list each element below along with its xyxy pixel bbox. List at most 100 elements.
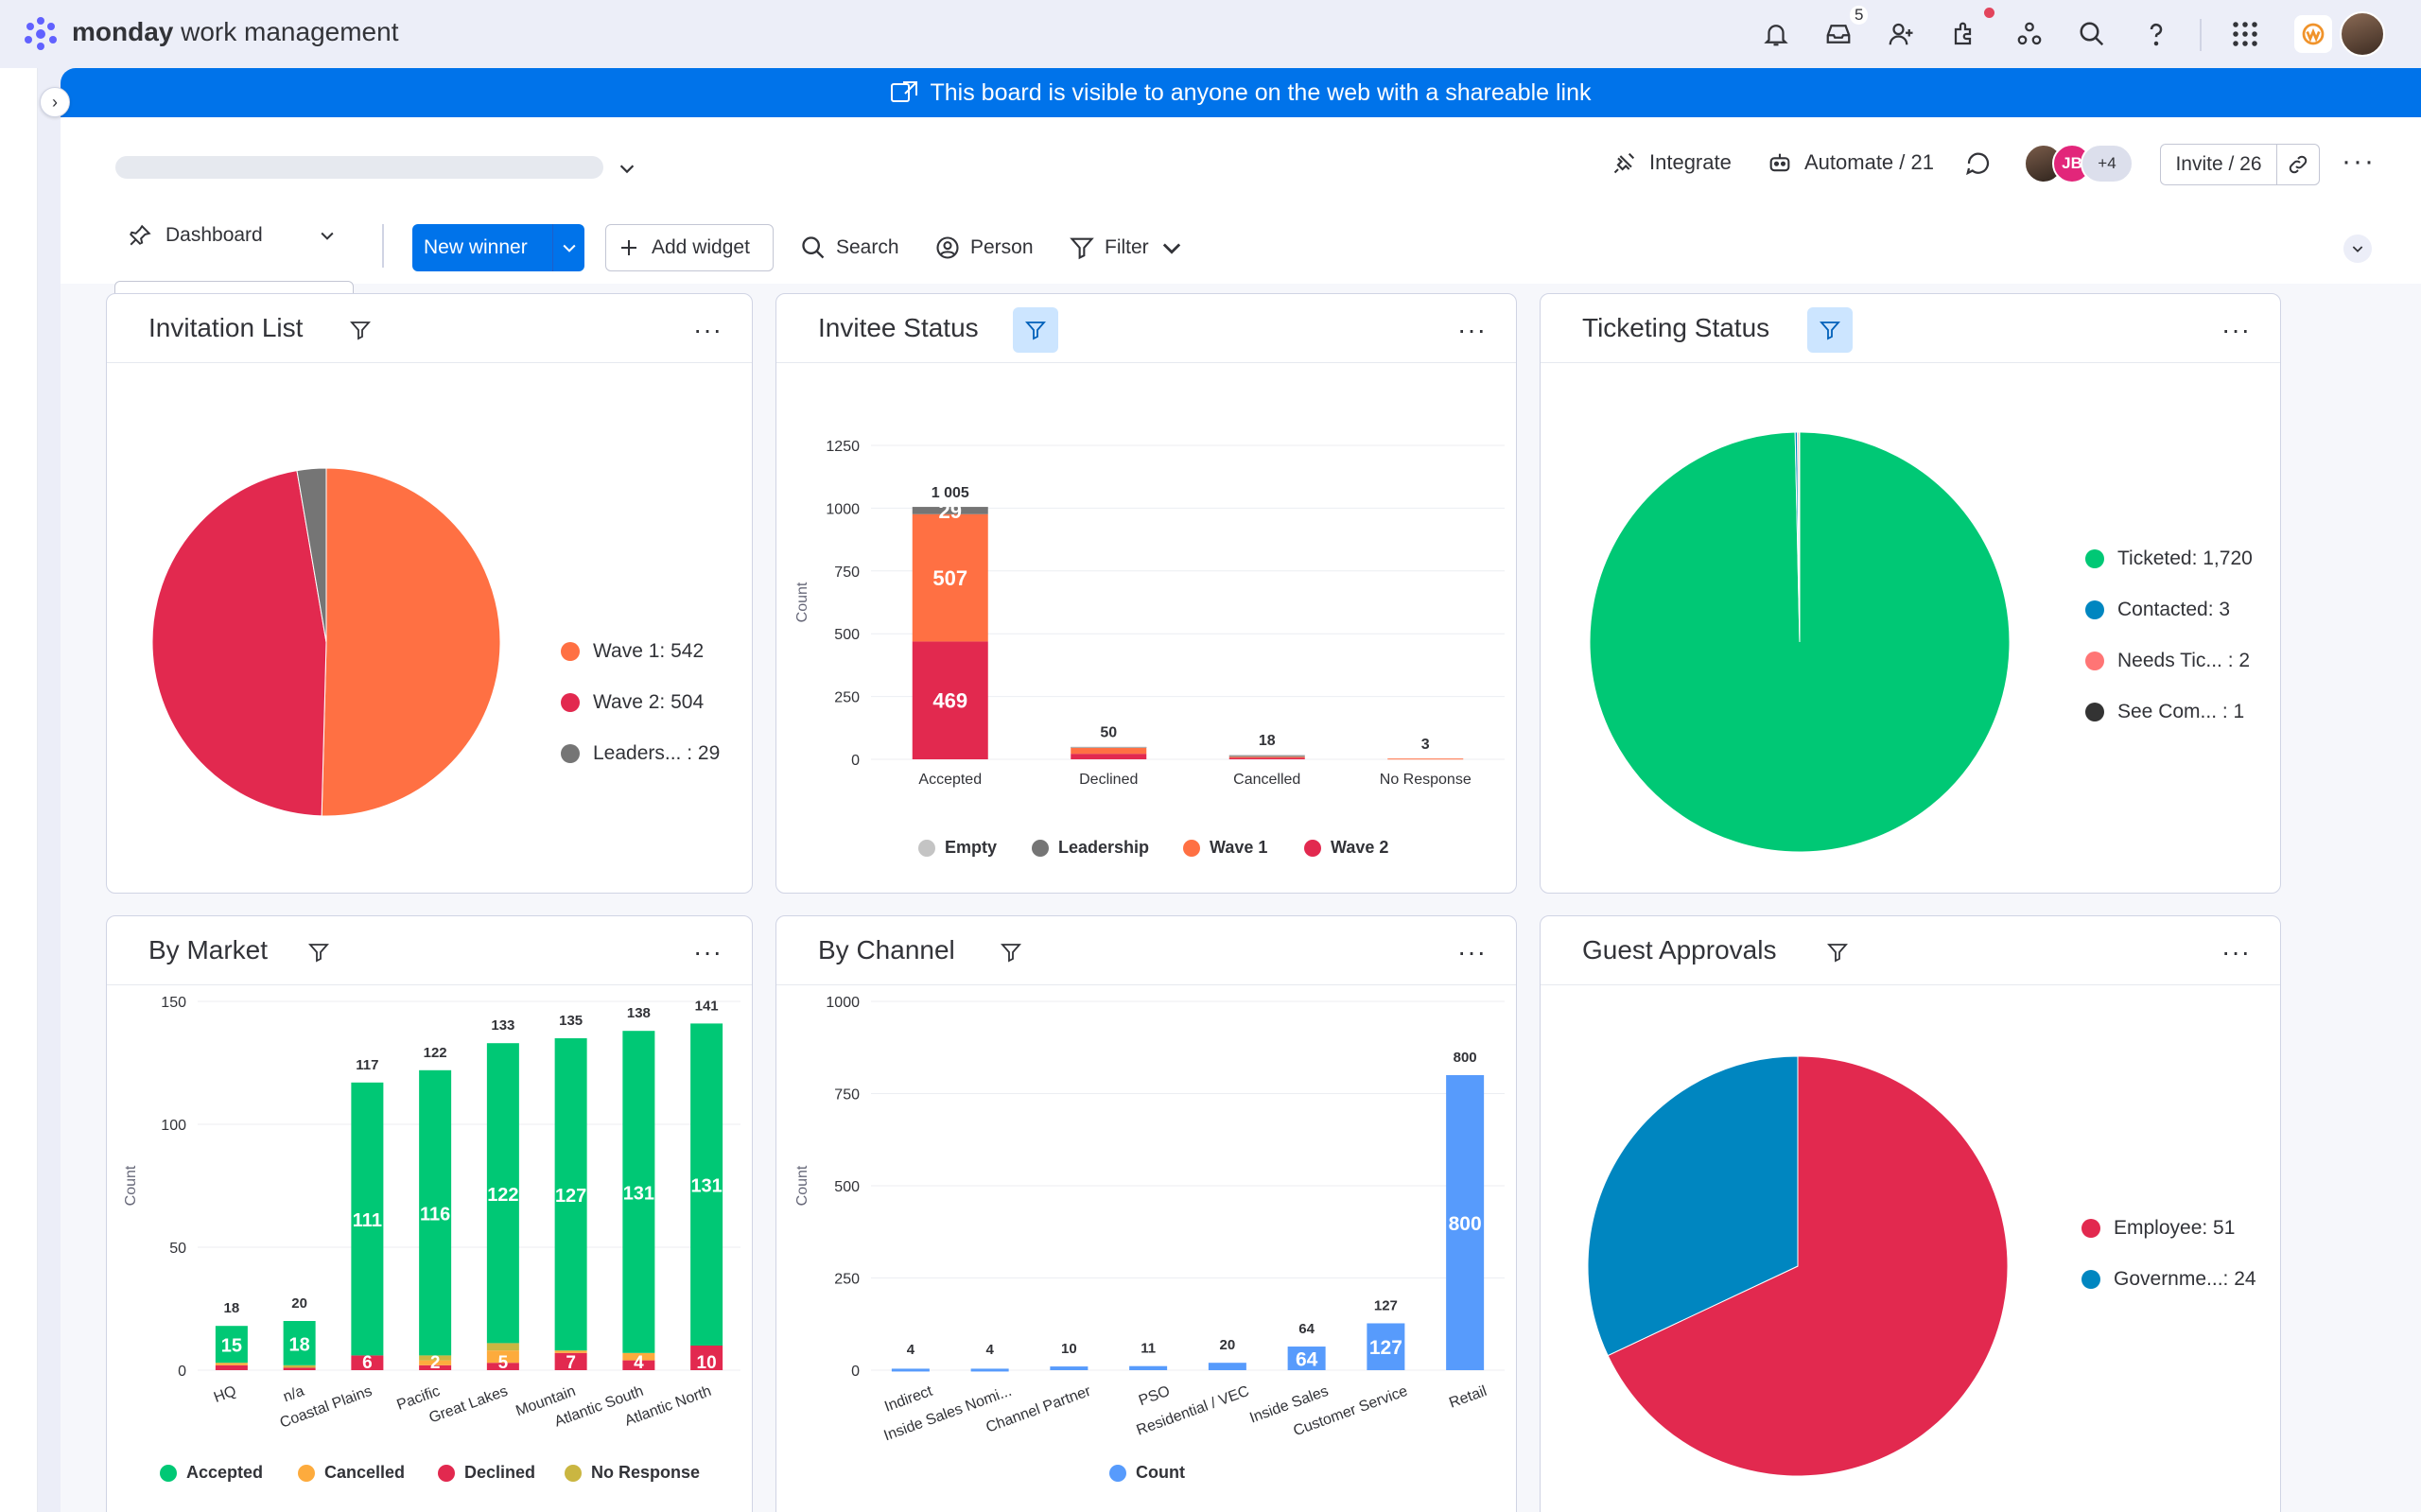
y-tick-label: 1000 — [826, 501, 860, 517]
legend-item-wave1[interactable]: Wave 1: 542 — [561, 640, 704, 663]
collapse-header-chevron-icon[interactable] — [2343, 235, 2372, 263]
bar-segment-leadership — [912, 507, 988, 514]
legend-label: No Response — [591, 1463, 701, 1482]
search-icon[interactable] — [2073, 15, 2111, 53]
board-more-options-icon[interactable]: ··· — [2342, 146, 2376, 177]
y-tick-label: 750 — [834, 1087, 860, 1104]
plug-icon — [1613, 152, 1635, 174]
widget-more-options-icon[interactable]: ··· — [2221, 937, 2251, 966]
search-button[interactable]: Search — [800, 235, 899, 261]
bar-segment-no-response — [283, 1364, 316, 1368]
bar-segment-cancelled — [486, 1350, 519, 1364]
widget-filter-icon[interactable] — [1807, 307, 1853, 353]
share-visibility-banner: This board is visible to anyone on the w… — [61, 68, 2421, 117]
top-app-bar: monday work management 5 — [0, 0, 2421, 68]
filter-chevron-down-icon[interactable] — [1158, 235, 1185, 261]
widget-more-options-icon[interactable]: ··· — [2221, 315, 2251, 344]
updates-chat-icon[interactable] — [1964, 149, 1993, 178]
legend-dot — [561, 744, 580, 763]
bar-total-label: 4 — [907, 1342, 915, 1358]
widget-guest-approvals: Guest Approvals ··· Employee: 51 Governm… — [1540, 915, 2281, 1512]
legend-item-no-response[interactable]: No Response — [565, 1463, 700, 1483]
widget-more-options-icon[interactable]: ··· — [693, 315, 723, 344]
expand-sidebar-chevron-icon[interactable]: › — [40, 87, 70, 117]
pie-slice-leadership — [296, 467, 327, 643]
inbox-count-badge: 5 — [1850, 6, 1869, 25]
workspace-logo-icon[interactable] — [2294, 15, 2332, 53]
pie-slice-government — [1587, 1055, 1799, 1357]
legend-label: See Com... : 1 — [2117, 701, 2245, 722]
legend-item-accepted[interactable]: Accepted — [160, 1463, 263, 1483]
widget-filter-icon[interactable] — [1013, 307, 1058, 353]
person-filter-button[interactable]: Person — [934, 235, 1034, 261]
widget-more-options-icon[interactable]: ··· — [693, 937, 723, 966]
legend-item-cancelled[interactable]: Cancelled — [298, 1463, 405, 1483]
topbar-divider — [2200, 19, 2202, 51]
legend-dot — [2085, 703, 2104, 721]
automate-button[interactable]: Automate / 21 — [1767, 149, 1934, 176]
legend-item-leadership[interactable]: Leadership — [1032, 838, 1149, 858]
legend-item-empty[interactable]: Empty — [918, 838, 997, 858]
pie-slice-employee — [1607, 1055, 2009, 1477]
new-item-button[interactable]: New winner — [412, 224, 584, 271]
more-members-badge[interactable]: +4 — [2081, 144, 2134, 183]
view-selector-content[interactable]: Dashboard — [128, 223, 337, 248]
legend-item-see-comment[interactable]: See Com... : 1 — [2085, 701, 2244, 723]
legend-item-wave2[interactable]: Wave 2: 504 — [561, 691, 704, 714]
x-tick-label: Accepted — [918, 772, 982, 788]
widget-filter-icon[interactable] — [296, 930, 341, 975]
legend-label: Governme...: 24 — [2114, 1268, 2256, 1290]
integrate-button[interactable]: Integrate — [1611, 149, 1732, 176]
apps-marketplace-icon[interactable] — [1946, 15, 1984, 53]
legend-item-ticketed[interactable]: Ticketed: 1,720 — [2085, 547, 2253, 570]
bar-segment-label: 15 — [221, 1336, 242, 1357]
app-switcher-grid-icon[interactable] — [2226, 15, 2264, 53]
legend-item-contacted[interactable]: Contacted: 3 — [2085, 599, 2230, 621]
help-icon[interactable] — [2137, 15, 2175, 53]
banner-text: This board is visible to anyone on the w… — [930, 78, 1592, 106]
bar-total-label: 11 — [1141, 1341, 1156, 1357]
y-tick-label: 250 — [834, 690, 860, 706]
legend-item-declined[interactable]: Declined — [438, 1463, 535, 1483]
user-avatar[interactable] — [2340, 11, 2385, 57]
widget-filter-icon[interactable] — [1815, 930, 1860, 975]
notifications-bell-icon[interactable] — [1757, 15, 1795, 53]
add-widget-button[interactable]: Add widget — [605, 224, 774, 271]
widget-filter-icon[interactable] — [338, 307, 383, 353]
bar-segment-wave-1 — [912, 513, 988, 642]
bar-segment-declined — [554, 1352, 587, 1370]
filter-button[interactable]: Filter — [1069, 235, 1185, 261]
legend-item-wave1[interactable]: Wave 1 — [1183, 838, 1267, 858]
y-tick-label: 1000 — [826, 995, 860, 1011]
widget-filter-icon[interactable] — [988, 930, 1034, 975]
legend-item-count[interactable]: Count — [1109, 1463, 1185, 1483]
bar-segment-label: 127 — [555, 1186, 586, 1207]
pie-slice-see-comment — [1798, 431, 1801, 643]
new-item-chevron-down-icon[interactable] — [560, 238, 579, 257]
legend-item-leadership[interactable]: Leaders... : 29 — [561, 742, 720, 765]
legend-dot — [561, 642, 580, 661]
legend-item-needs-ticket[interactable]: Needs Tic... : 2 — [2085, 650, 2250, 672]
bar-segment-accepted — [283, 1321, 316, 1365]
x-tick-label: PSO — [1137, 1383, 1173, 1410]
x-tick-label: Cancelled — [1233, 772, 1300, 788]
x-tick-label: Declined — [1079, 772, 1138, 788]
bar-segment-label: 6 — [362, 1353, 373, 1373]
widget-more-options-icon[interactable]: ··· — [1457, 937, 1487, 966]
invite-button[interactable]: Invite / 26 — [2160, 144, 2277, 185]
board-menu-chevron-down-icon[interactable] — [617, 158, 637, 179]
widget-more-options-icon[interactable]: ··· — [1457, 315, 1487, 344]
x-tick-label: No Response — [1380, 772, 1472, 788]
widget-header-divider — [1541, 362, 2280, 363]
templates-icon[interactable] — [2011, 15, 2048, 53]
monday-logo-icon[interactable] — [21, 15, 61, 53]
legend-item-wave2[interactable]: Wave 2 — [1304, 838, 1388, 858]
legend-item-employee[interactable]: Employee: 51 — [2081, 1217, 2235, 1240]
legend-dot — [438, 1464, 455, 1482]
inbox-icon[interactable] — [1820, 15, 1857, 53]
invite-members-icon[interactable] — [1882, 15, 1920, 53]
legend-item-government[interactable]: Governme...: 24 — [2081, 1268, 2256, 1291]
copy-link-icon[interactable] — [2276, 144, 2320, 185]
x-tick-label: Retail — [1447, 1383, 1489, 1412]
bar-total-label: 141 — [695, 998, 719, 1014]
